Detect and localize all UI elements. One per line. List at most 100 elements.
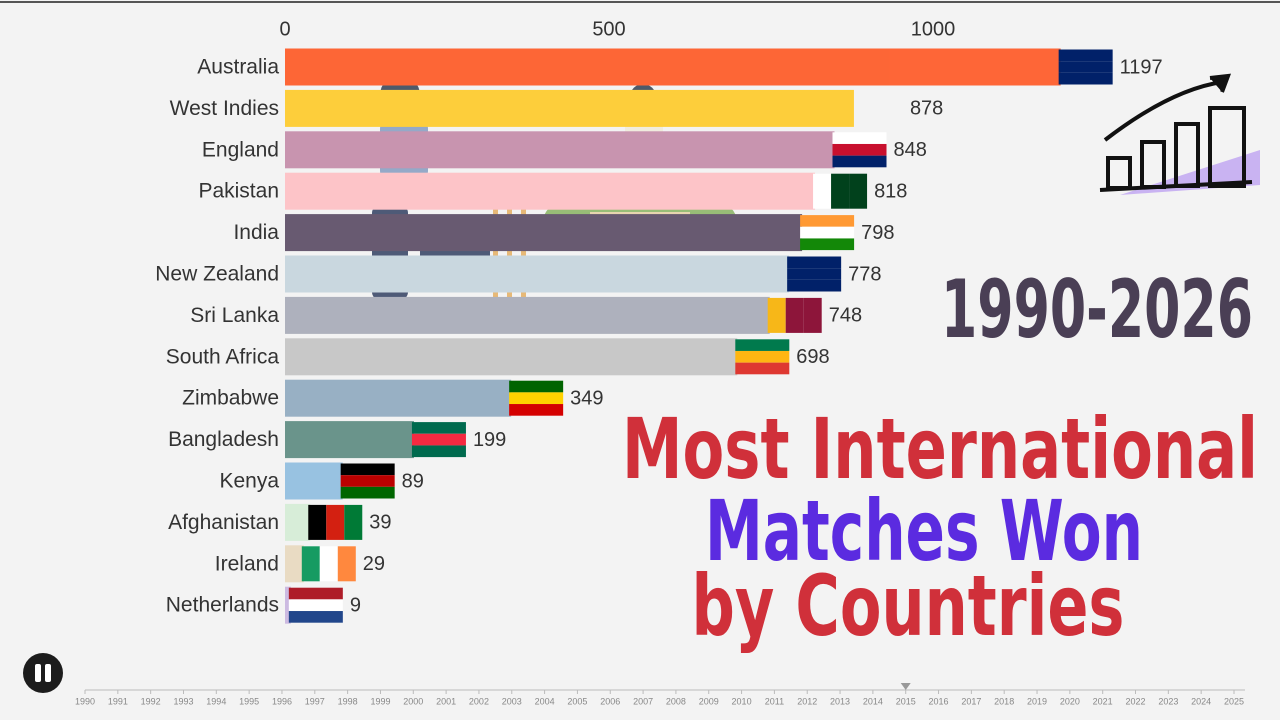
x-tick-label: 1000: [911, 18, 956, 40]
timeline-year[interactable]: 2008: [666, 696, 686, 706]
flag: [800, 226, 855, 239]
flag: [340, 463, 395, 476]
flag: [411, 445, 466, 458]
flag: [337, 546, 356, 582]
timeline-year[interactable]: 2006: [600, 696, 620, 706]
timeline-year[interactable]: 1997: [305, 696, 325, 706]
value-label: 89: [402, 470, 424, 492]
pause-button[interactable]: [23, 653, 63, 693]
bar: [285, 338, 738, 376]
y-tick-label: Ireland: [215, 552, 279, 575]
timeline-year[interactable]: 2020: [1060, 696, 1080, 706]
bar: [285, 545, 304, 583]
flag: [288, 599, 343, 612]
flag: [800, 238, 855, 251]
timeline-year[interactable]: 1991: [108, 696, 128, 706]
value-label: 199: [473, 429, 506, 451]
timeline-year[interactable]: 2024: [1191, 696, 1211, 706]
timeline-year[interactable]: 2001: [436, 696, 456, 706]
value-label: 39: [369, 512, 391, 534]
timeline-marker: [900, 683, 911, 690]
timeline-year[interactable]: 2016: [929, 696, 949, 706]
value-label: 29: [363, 553, 385, 575]
timeline-year[interactable]: 2012: [797, 696, 817, 706]
bar: [285, 255, 790, 293]
timeline-year[interactable]: 2018: [994, 696, 1014, 706]
flag: [1058, 72, 1113, 85]
flag: [767, 297, 786, 333]
flag: [411, 422, 466, 434]
flag: [319, 546, 338, 582]
value-label: 1197: [1120, 56, 1163, 78]
value-label: 698: [796, 346, 829, 368]
timeline-year[interactable]: 2005: [567, 696, 587, 706]
flag: [787, 268, 842, 280]
bar: [285, 172, 816, 210]
bar: [285, 421, 414, 459]
bar: [285, 89, 854, 127]
timeline-year[interactable]: 1993: [173, 696, 193, 706]
flag: [735, 339, 790, 351]
bar: [285, 379, 512, 417]
y-tick-label: South Africa: [166, 345, 280, 368]
flag: [288, 587, 343, 600]
flag: [785, 297, 804, 333]
flag: [735, 362, 790, 375]
flag: [326, 504, 345, 540]
flag: [832, 132, 887, 144]
flag: [800, 215, 855, 227]
timeline-year[interactable]: 2021: [1093, 696, 1113, 706]
bar: [285, 586, 291, 624]
flag: [308, 504, 327, 540]
value-label: 818: [874, 180, 907, 202]
title-line: by Countries: [692, 557, 1125, 655]
value-label: 748: [829, 305, 862, 327]
value-label: 798: [861, 222, 894, 244]
timeline-year[interactable]: 2017: [961, 696, 981, 706]
timeline-year[interactable]: 2013: [830, 696, 850, 706]
timeline-year[interactable]: 1990: [75, 696, 95, 706]
flag: [509, 380, 564, 393]
bar: [285, 214, 803, 252]
flag: [832, 155, 887, 168]
flag: [735, 350, 790, 363]
timeline-year[interactable]: 1994: [206, 696, 226, 706]
timeline-year[interactable]: 2007: [633, 696, 653, 706]
timeline-year[interactable]: 2022: [1125, 696, 1145, 706]
value-label: 878: [910, 98, 943, 120]
illustration: [285, 48, 1061, 624]
y-tick-label: England: [202, 138, 279, 161]
timeline-year[interactable]: 2015: [896, 696, 916, 706]
flag: [340, 475, 395, 487]
flag: [787, 279, 842, 292]
flag: [344, 504, 363, 540]
timeline-year[interactable]: 2003: [502, 696, 522, 706]
timeline-year[interactable]: 2009: [699, 696, 719, 706]
value-label: 848: [894, 139, 927, 161]
flag: [1058, 49, 1113, 62]
y-tick-label: Netherlands: [166, 594, 279, 617]
title-line: Matches Won: [705, 482, 1143, 580]
timeline-year[interactable]: 2010: [732, 696, 752, 706]
timeline-year[interactable]: 2004: [535, 696, 555, 706]
timeline-year[interactable]: 2019: [1027, 696, 1047, 706]
timeline-year[interactable]: 1992: [141, 696, 161, 706]
timeline-year[interactable]: 1995: [239, 696, 259, 706]
period-label: 1990-2026: [941, 263, 1253, 356]
value-label: 349: [570, 387, 603, 409]
timeline-year[interactable]: 1996: [272, 696, 292, 706]
timeline-year[interactable]: 2000: [403, 696, 423, 706]
timeline-year[interactable]: 2023: [1158, 696, 1178, 706]
timeline-year[interactable]: 2011: [765, 696, 784, 706]
timeline-year[interactable]: 1999: [370, 696, 390, 706]
timeline-year[interactable]: 2014: [863, 696, 883, 706]
timeline-year[interactable]: 2002: [469, 696, 489, 706]
y-tick-label: New Zealand: [155, 263, 279, 286]
bar: [285, 131, 835, 169]
flag: [787, 256, 842, 269]
value-label: 9: [350, 594, 361, 616]
timeline-year[interactable]: 2025: [1224, 696, 1244, 706]
bar: [285, 462, 343, 500]
timeline-year[interactable]: 1998: [338, 696, 358, 706]
flag: [340, 486, 395, 499]
